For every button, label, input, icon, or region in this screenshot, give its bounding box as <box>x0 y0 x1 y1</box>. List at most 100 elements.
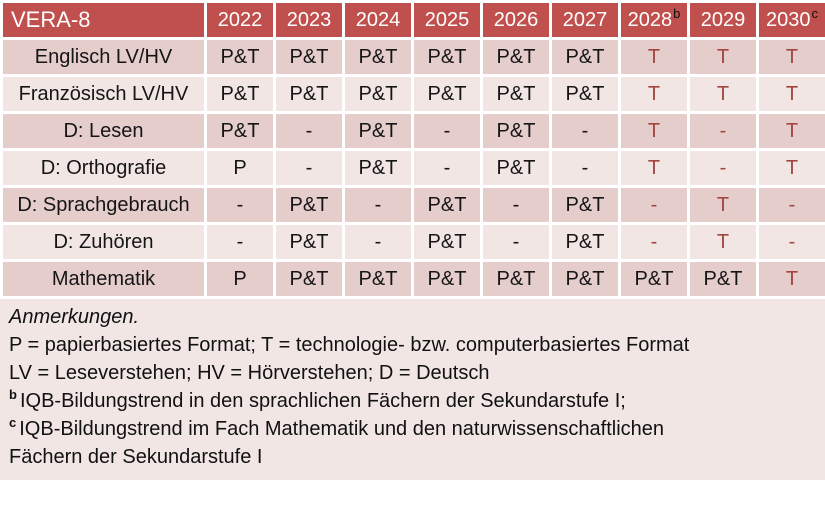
note-line: Fächern der Sekundarstufe I <box>9 443 816 471</box>
table-cell: P&T <box>204 37 276 77</box>
row-label: D: Orthografie <box>0 148 207 188</box>
table-row: D: Lesen P&T - P&T - P&T - T - T <box>0 111 825 151</box>
table-cell: P <box>204 148 276 188</box>
table-cell: T <box>618 37 690 77</box>
vera8-schedule-table: VERA-8 2022 2023 2024 2025 2026 2027 2028b 2029 2… <box>0 0 825 299</box>
table-cell: P&T <box>204 74 276 114</box>
table-cell: P&T <box>273 74 345 114</box>
table-cell: P&T <box>549 185 621 225</box>
footnote-marker: b <box>673 5 681 21</box>
table-cell: P&T <box>480 148 552 188</box>
table-cell: - <box>549 148 621 188</box>
note-line: c IQB-Bildungstrend im Fach Mathematik un… <box>9 415 816 443</box>
table-cell: T <box>687 74 759 114</box>
year-header-2027: 2027 <box>549 0 621 40</box>
year-label: 2024 <box>355 8 401 31</box>
table-cell: T <box>756 74 825 114</box>
table-cell: - <box>687 148 759 188</box>
note-text: LV = Leseverstehen; HV = Hörverstehen; D… <box>9 362 490 384</box>
table-cell: - <box>618 222 690 262</box>
table-cell: T <box>687 222 759 262</box>
table-cell: P&T <box>342 111 414 151</box>
table-cell: - <box>411 111 483 151</box>
table-cell: P&T <box>549 222 621 262</box>
table-cell: P&T <box>273 259 345 299</box>
year-header-2023: 2023 <box>273 0 345 40</box>
year-label: 2029 <box>700 8 746 31</box>
table-row: D: Zuhören - P&T - P&T - P&T - T - <box>0 222 825 262</box>
table-cell: - <box>411 148 483 188</box>
note-line: P = papierbasiertes Format; T = technolo… <box>9 331 816 359</box>
table-row: Mathematik P P&T P&T P&T P&T P&T P&T P&T T <box>0 259 825 299</box>
table-cell: P&T <box>411 259 483 299</box>
footnote-marker: b <box>9 387 17 403</box>
table-cell: P&T <box>411 74 483 114</box>
table-cell: T <box>756 148 825 188</box>
year-label: 2022 <box>217 8 263 31</box>
table-cell: P&T <box>480 74 552 114</box>
table-row: Französisch LV/HV P&T P&T P&T P&T P&T P&T T T T <box>0 74 825 114</box>
note-text: IQB-Bildungstrend in den sprachlichen Fä… <box>19 390 626 412</box>
note-text: IQB-Bildungstrend im Fach Mathematik und… <box>19 418 664 440</box>
footnote-marker: c <box>9 415 17 431</box>
table-cell: P&T <box>342 148 414 188</box>
table-cell: P&T <box>342 259 414 299</box>
table-cell: T <box>756 111 825 151</box>
table-cell: T <box>756 259 825 299</box>
table-cell: P&T <box>549 37 621 77</box>
year-label: 2028 <box>627 8 673 31</box>
table-cell: - <box>273 111 345 151</box>
table-cell: P&T <box>273 222 345 262</box>
table-cell: T <box>618 111 690 151</box>
table-cell: T <box>756 37 825 77</box>
row-label: Französisch LV/HV <box>0 74 207 114</box>
note-text: P = papierbasiertes Format; T = technolo… <box>9 334 690 356</box>
year-header-2030: 2030c <box>756 0 825 40</box>
year-header-2026: 2026 <box>480 0 552 40</box>
row-label: Mathematik <box>0 259 207 299</box>
table-cell: - <box>480 222 552 262</box>
note-text: Fächern der Sekundarstufe I <box>9 446 263 468</box>
year-label: 2025 <box>424 8 470 31</box>
note-line: b IQB-Bildungstrend in den sprachlichen F… <box>9 387 816 415</box>
table-cell: T <box>687 37 759 77</box>
table-row: Englisch LV/HV P&T P&T P&T P&T P&T P&T T T T <box>0 37 825 77</box>
row-label: D: Sprachgebrauch <box>0 185 207 225</box>
year-label: 2030 <box>766 8 811 31</box>
table-cell: P&T <box>549 74 621 114</box>
table-cell: T <box>618 148 690 188</box>
table-cell: - <box>204 222 276 262</box>
table-row: D: Sprachgebrauch - P&T - P&T - P&T - T - <box>0 185 825 225</box>
table-cell: P&T <box>342 37 414 77</box>
table-cell: P&T <box>480 259 552 299</box>
table-cell: P&T <box>687 259 759 299</box>
header-row: VERA-8 2022 2023 2024 2025 2026 2027 2028b 2029 2… <box>0 0 825 40</box>
table-cell: P&T <box>273 185 345 225</box>
table-cell: P&T <box>411 37 483 77</box>
note-line: Anmerkungen. <box>9 303 816 331</box>
table-cell: P&T <box>480 37 552 77</box>
year-label: 2027 <box>562 8 608 31</box>
table-cell: T <box>618 74 690 114</box>
table-cell: P&T <box>342 74 414 114</box>
table-cell: P&T <box>273 37 345 77</box>
table-notes: Anmerkungen. P = papierbasiertes Format; … <box>0 299 825 480</box>
row-label: D: Zuhören <box>0 222 207 262</box>
table-cell: - <box>480 185 552 225</box>
table-cell: P&T <box>411 185 483 225</box>
table-cell: P&T <box>204 111 276 151</box>
table-cell: - <box>204 185 276 225</box>
table-title: VERA-8 <box>0 0 207 40</box>
footnote-marker: c <box>811 5 819 21</box>
year-header-2028: 2028b <box>618 0 690 40</box>
table-cell: P&T <box>618 259 690 299</box>
table-cell: - <box>618 185 690 225</box>
note-line: LV = Leseverstehen; HV = Hörverstehen; D… <box>9 359 816 387</box>
year-label: 2023 <box>286 8 332 31</box>
table-cell: - <box>687 111 759 151</box>
table-cell: - <box>549 111 621 151</box>
year-header-2022: 2022 <box>204 0 276 40</box>
table-cell: P&T <box>480 111 552 151</box>
year-label: 2026 <box>493 8 539 31</box>
